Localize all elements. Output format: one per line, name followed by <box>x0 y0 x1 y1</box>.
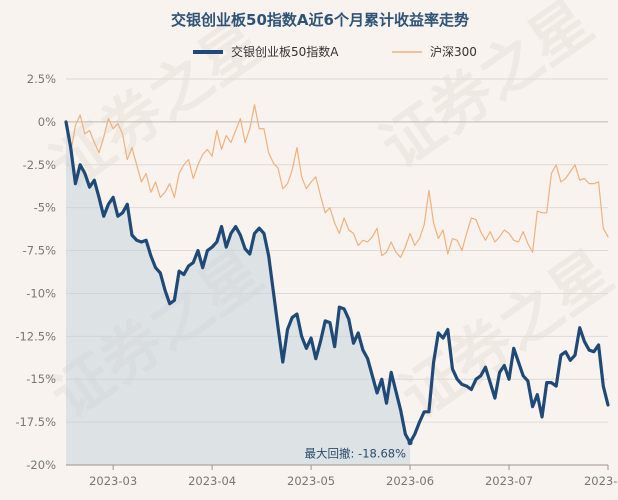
annotation-layer: 最大回撤: -18.68% <box>305 440 413 461</box>
y-tick-label: -2.5% <box>23 158 56 172</box>
y-tick-label: -12.5% <box>15 329 56 343</box>
max-drawdown-marker <box>407 440 413 446</box>
y-tick-label: -15% <box>26 372 56 386</box>
chart-title: 交银创业板50指数A近6个月累计收益率走势 <box>171 11 469 29</box>
y-tick-label: -20% <box>26 458 56 472</box>
y-tick-label: -10% <box>26 286 56 300</box>
series-line-index <box>65 104 609 259</box>
y-tick-label: -17.5% <box>15 415 56 429</box>
legend-label: 交银创业板50指数A <box>231 44 339 59</box>
series-layer <box>64 104 610 445</box>
drawdown-area-layer <box>66 121 411 465</box>
y-tick-label: -7.5% <box>23 244 56 258</box>
legend-label: 沪深300 <box>430 45 477 59</box>
legend: 交银创业板50指数A 沪深300 <box>193 44 477 59</box>
x-tick-label: 2023-07 <box>485 474 533 488</box>
x-tick-label: 2023-08 <box>584 474 618 488</box>
y-tick-label: 0% <box>38 115 56 129</box>
x-tick-label: 2023-03 <box>89 474 137 488</box>
x-tick-label: 2023-05 <box>287 474 335 488</box>
axis-layer: 2.5% 0% -2.5% -5% -7.5% -10% -12.5% -15% -17.5% -… <box>15 72 618 488</box>
series-line-fund <box>64 120 610 445</box>
y-tick-label: 2.5% <box>27 72 56 86</box>
x-tick-label: 2023-06 <box>386 474 434 488</box>
x-tick-label: 2023-04 <box>188 474 236 488</box>
max-drawdown-label: 最大回撤: -18.68% <box>305 447 407 461</box>
y-tick-label: -5% <box>34 201 56 215</box>
drawdown-area <box>66 121 411 465</box>
